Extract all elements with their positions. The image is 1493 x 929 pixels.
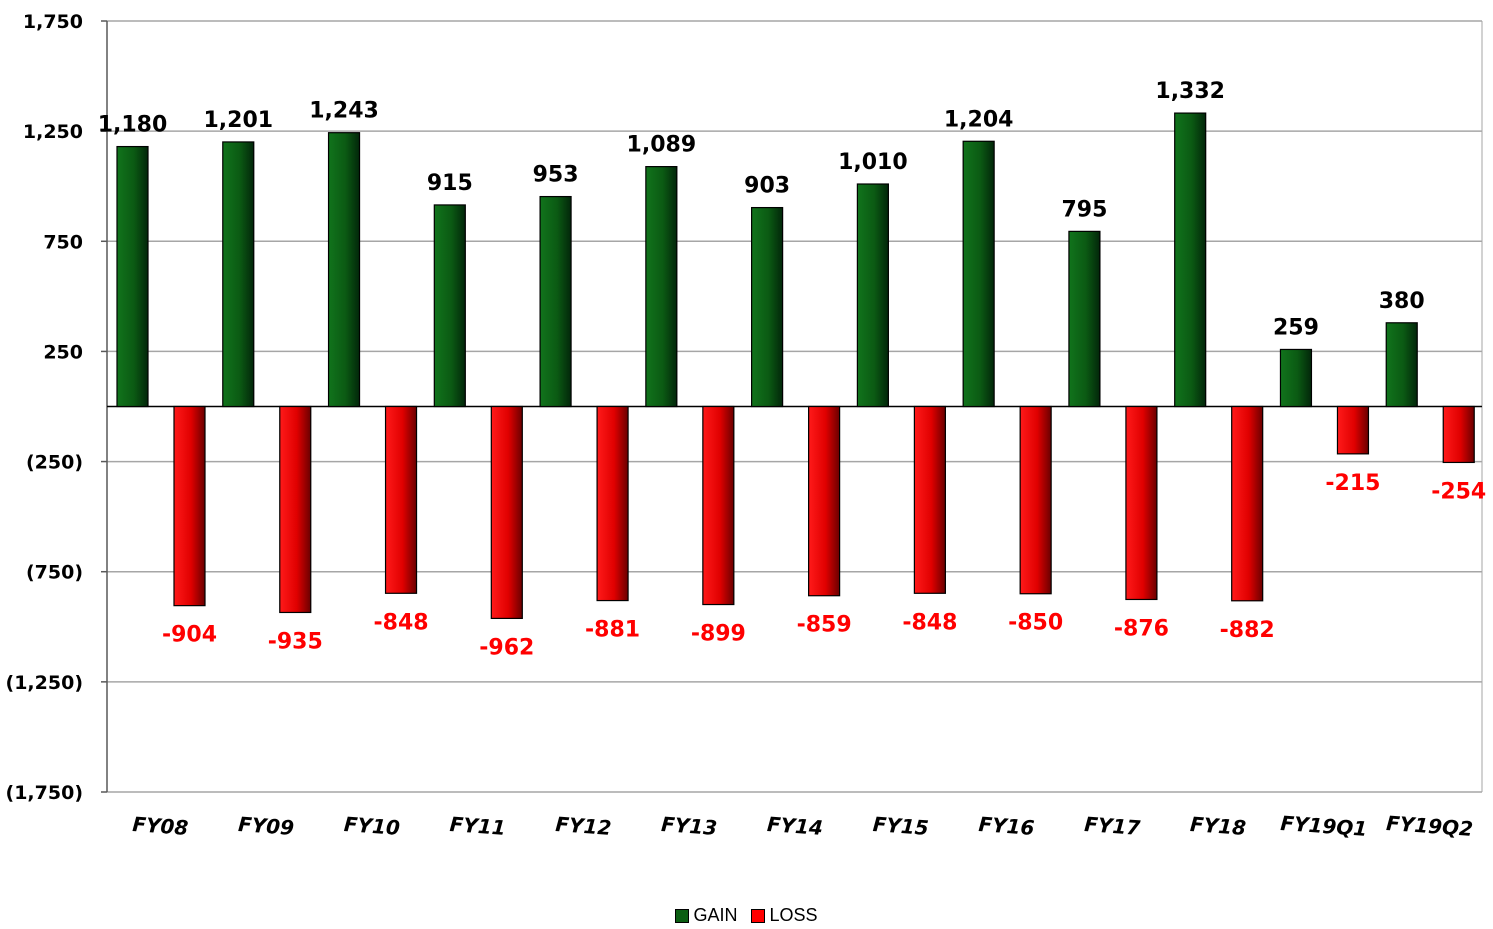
bar-loss-FY15 bbox=[913, 405, 946, 594]
y-tick-label: (250) bbox=[26, 452, 83, 474]
bar-gain-FY17 bbox=[1068, 230, 1101, 408]
y-tick-label: (1,250) bbox=[6, 672, 83, 694]
x-category-label: FY13 bbox=[660, 812, 718, 840]
bar-loss-FY17 bbox=[1125, 405, 1158, 601]
legend-item-gain: GAIN bbox=[675, 905, 737, 926]
data-label-loss: -882 bbox=[1220, 618, 1275, 643]
data-label-loss: -899 bbox=[691, 622, 746, 647]
x-category-label: FY17 bbox=[1084, 812, 1142, 840]
data-label-loss: -848 bbox=[902, 610, 957, 635]
data-label-loss: -876 bbox=[1114, 616, 1169, 641]
bar-loss-FY18 bbox=[1231, 405, 1264, 602]
x-category-label: FY12 bbox=[555, 812, 613, 840]
data-label-gain: 1,089 bbox=[627, 133, 697, 158]
data-label-gain: 1,243 bbox=[309, 99, 379, 124]
y-tick-label: 1,750 bbox=[23, 11, 83, 33]
data-label-loss: -935 bbox=[268, 629, 323, 654]
y-tick-label: (1,750) bbox=[6, 782, 83, 804]
data-labels: 1,180 -904 1,201 -935 1,243 -848 915 -962 953 -88… bbox=[98, 79, 1487, 660]
data-label-loss: -215 bbox=[1325, 471, 1380, 496]
bar-loss-FY19Q1 bbox=[1336, 405, 1370, 455]
bar-loss-FY19Q2 bbox=[1442, 405, 1475, 464]
bar-loss-FY12 bbox=[596, 405, 629, 602]
x-category-label: FY16 bbox=[978, 812, 1036, 840]
axes bbox=[106, 21, 1483, 792]
bar-loss-FY14 bbox=[808, 405, 841, 597]
x-category-label: FY11 bbox=[449, 812, 507, 840]
data-label-gain: 903 bbox=[744, 174, 790, 199]
data-label-loss: -859 bbox=[797, 613, 852, 638]
legend-swatch-gain bbox=[675, 908, 690, 923]
y-axis-ticks: 1,750 1,250 750 250 (250) (750) (1,250) (1,750) bbox=[6, 11, 107, 804]
legend-swatch-loss bbox=[751, 908, 766, 923]
legend-label-loss: LOSS bbox=[769, 905, 818, 925]
data-label-gain: 1,332 bbox=[1155, 79, 1225, 104]
bar-loss-FY11 bbox=[490, 405, 523, 620]
x-category-label: FY08 bbox=[132, 812, 190, 840]
bars bbox=[116, 112, 1475, 620]
bar-gain-FY13 bbox=[645, 166, 678, 408]
legend-item-loss: LOSS bbox=[751, 905, 818, 926]
bar-loss-FY08 bbox=[173, 405, 206, 607]
bar-gain-FY18 bbox=[1174, 112, 1207, 408]
data-label-loss: -904 bbox=[162, 623, 217, 648]
x-category-label: FY19Q1 bbox=[1280, 811, 1368, 841]
y-tick-label: (750) bbox=[26, 562, 83, 584]
data-label-loss: -962 bbox=[479, 635, 534, 660]
legend-label-gain: GAIN bbox=[693, 905, 738, 925]
legend: GAIN LOSS bbox=[0, 905, 1493, 926]
bar-gain-FY10 bbox=[327, 132, 361, 408]
bar-loss-FY09 bbox=[279, 405, 312, 614]
bar-gain-FY08 bbox=[116, 145, 149, 408]
x-axis-categories: FY08 FY09 FY10 FY11 FY12 FY13 FY14 FY15 FY16 FY17… bbox=[132, 811, 1474, 841]
data-label-gain: 1,010 bbox=[838, 150, 908, 175]
bar-gain-FY19Q2 bbox=[1385, 322, 1418, 408]
data-label-gain: 1,180 bbox=[98, 113, 168, 138]
data-label-gain: 1,201 bbox=[203, 108, 273, 133]
bar-gain-FY11 bbox=[433, 204, 466, 408]
data-label-loss: -881 bbox=[585, 618, 640, 643]
y-tick-label: 250 bbox=[43, 341, 83, 363]
bar-gain-FY15 bbox=[856, 183, 889, 408]
x-category-label: FY15 bbox=[872, 812, 930, 840]
bar-gain-FY12 bbox=[539, 195, 572, 408]
data-label-loss: -848 bbox=[374, 610, 429, 635]
bar-gain-FY14 bbox=[751, 206, 784, 408]
data-label-gain: 953 bbox=[533, 163, 579, 188]
x-category-label: FY14 bbox=[766, 812, 824, 840]
bar-loss-FY13 bbox=[702, 405, 735, 606]
bar-chart: 1,750 1,250 750 250 (250) (750) (1,250) (1,750)… bbox=[6, 11, 1487, 841]
bar-gain-FY09 bbox=[222, 141, 255, 408]
data-label-gain: 795 bbox=[1061, 197, 1107, 222]
x-category-label: FY19Q2 bbox=[1385, 811, 1473, 841]
data-label-gain: 1,204 bbox=[944, 107, 1014, 132]
x-category-label: FY18 bbox=[1189, 812, 1247, 840]
data-label-gain: 380 bbox=[1379, 289, 1425, 314]
bar-loss-FY16 bbox=[1019, 405, 1052, 595]
y-tick-label: 1,250 bbox=[23, 121, 83, 143]
bar-loss-FY10 bbox=[384, 405, 418, 594]
data-label-gain: 915 bbox=[427, 171, 473, 196]
x-category-label: FY10 bbox=[343, 812, 401, 840]
data-label-loss: -254 bbox=[1431, 479, 1486, 504]
data-label-loss: -850 bbox=[1008, 611, 1063, 636]
bar-gain-FY16 bbox=[962, 140, 995, 408]
y-tick-label: 750 bbox=[43, 231, 83, 253]
x-category-label: FY09 bbox=[237, 812, 295, 840]
data-label-gain: 259 bbox=[1273, 315, 1319, 340]
bar-gain-FY19Q1 bbox=[1279, 348, 1313, 408]
